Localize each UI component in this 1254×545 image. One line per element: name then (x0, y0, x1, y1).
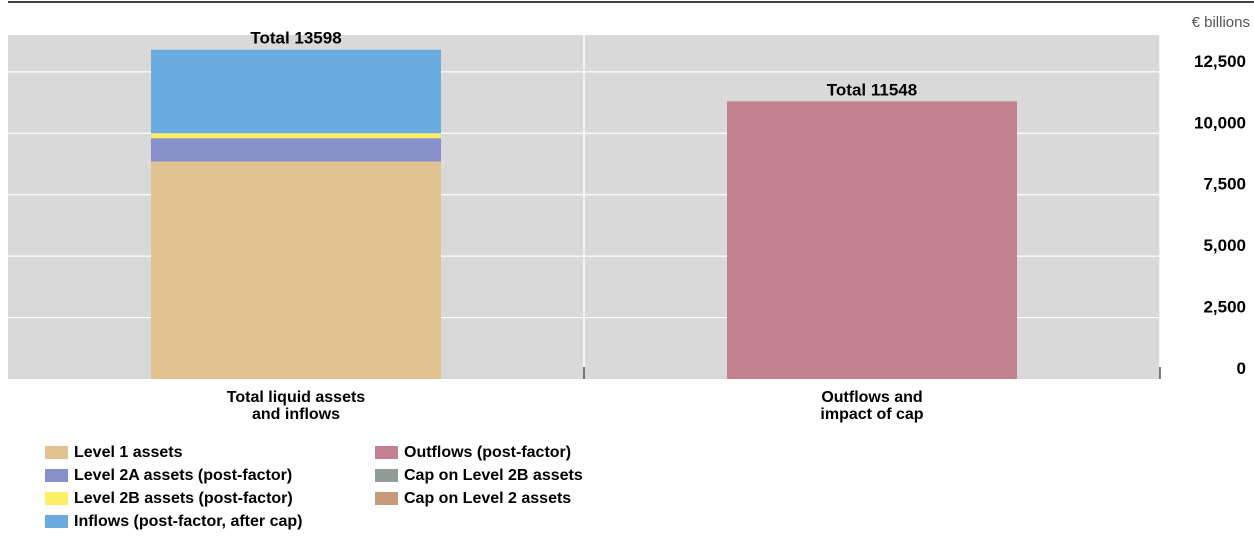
legend-label: Level 2B assets (post-factor) (74, 489, 293, 507)
unit-label: € billions (1192, 14, 1250, 31)
category-label: and inflows (252, 406, 340, 423)
legend-label: Level 1 assets (74, 443, 183, 461)
bar-segment (727, 101, 1017, 379)
y-tick-label: 5,000 (1203, 236, 1246, 255)
bar-segment (151, 49, 441, 134)
legend-swatch (45, 515, 68, 528)
y-tick-label: 7,500 (1203, 175, 1246, 194)
legend-swatch (375, 492, 398, 505)
bar-segment (151, 138, 441, 162)
legend-item: Inflows (post-factor, after cap) (45, 510, 375, 533)
legend-item: Cap on Level 2B assets (375, 464, 695, 487)
legend-label: Outflows (post-factor) (404, 443, 572, 461)
legend-item: Outflows (post-factor) (375, 441, 695, 464)
legend-label: Inflows (post-factor, after cap) (74, 512, 303, 530)
legend-item: Level 2B assets (post-factor) (45, 487, 375, 510)
category-label: impact of cap (820, 406, 923, 423)
legend-swatch (45, 446, 68, 459)
legend-label: Cap on Level 2 assets (404, 489, 572, 507)
legend: Level 1 assets Level 2A assets (post-fact… (45, 441, 695, 533)
legend-label: Cap on Level 2B assets (404, 466, 583, 484)
y-tick-label: 12,500 (1194, 52, 1246, 71)
bar-total-label: Total 11548 (827, 80, 917, 99)
y-axis: 0 2,500 5,000 7,500 10,000 12,500 (1194, 52, 1246, 378)
legend-item: Level 1 assets (45, 441, 375, 464)
bar-total-label: Total 13598 (250, 29, 341, 48)
y-tick-label: 0 (1237, 359, 1246, 378)
bars: Total 13598 Total 11548 (151, 29, 1017, 379)
legend-swatch (45, 492, 68, 505)
legend-label: Level 2A assets (post-factor) (74, 466, 293, 484)
y-tick-label: 2,500 (1203, 298, 1246, 317)
category-label: Outflows and (821, 389, 922, 406)
category-label: Total liquid assets (227, 389, 366, 406)
legend-item: Cap on Level 2 assets (375, 487, 695, 510)
y-tick-label: 10,000 (1194, 113, 1246, 132)
legend-swatch (375, 446, 398, 459)
liquidity-coverage-chart: € billions Total 13598 Total 11548 0 2,500… (8, 1, 1254, 423)
bar-segment (151, 133, 441, 139)
legend-item: Level 2A assets (post-factor) (45, 464, 375, 487)
bar-segment (151, 161, 441, 379)
legend-swatch (375, 469, 398, 482)
legend-swatch (45, 469, 68, 482)
